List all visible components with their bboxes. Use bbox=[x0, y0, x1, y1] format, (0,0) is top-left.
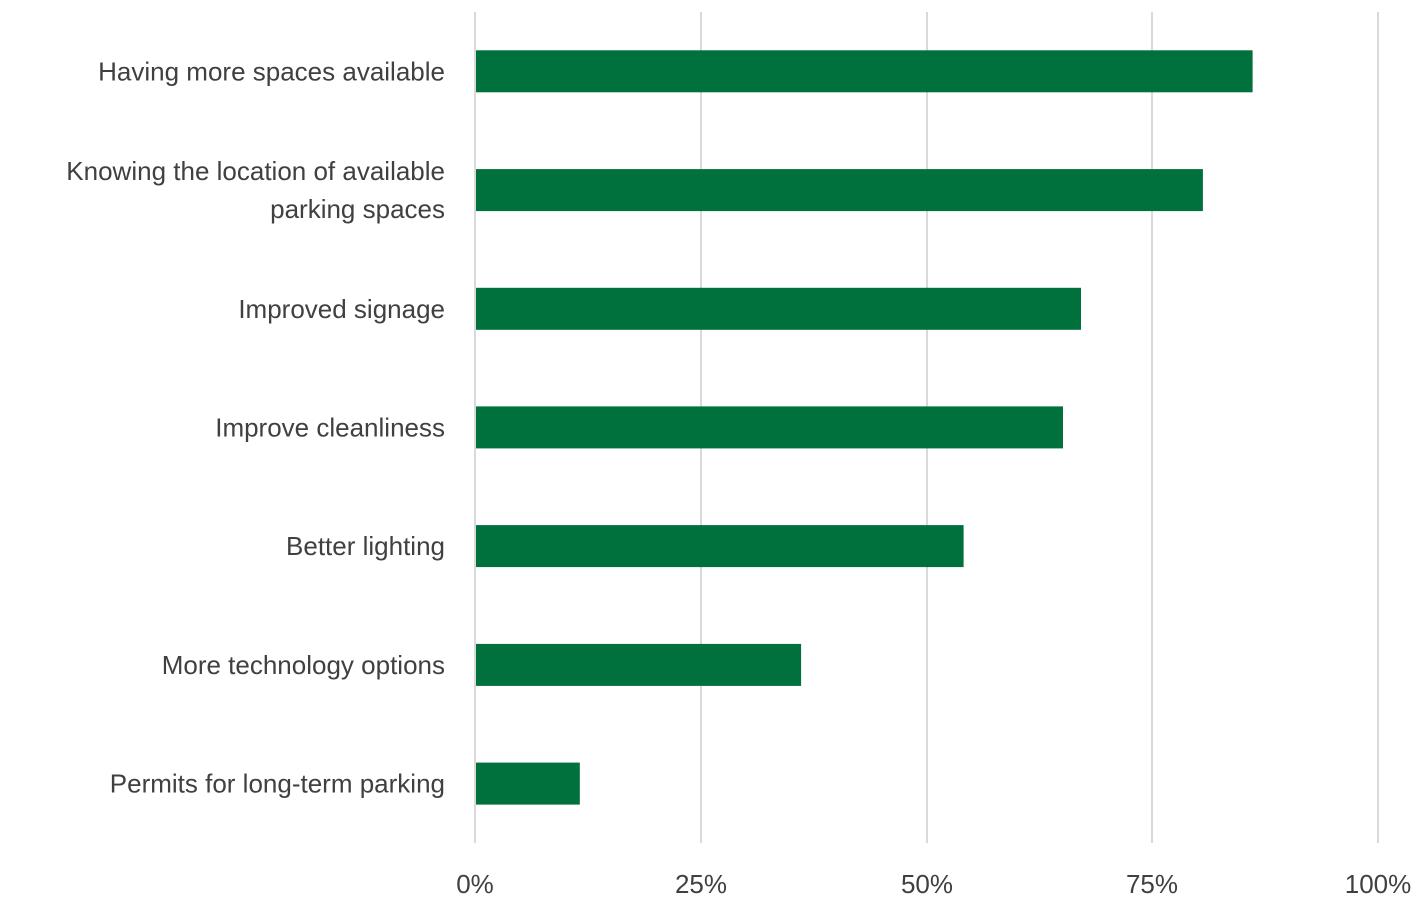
bar bbox=[476, 525, 964, 568]
category-labels: Having more spaces available Knowing the … bbox=[66, 56, 445, 798]
category-label-line: Better lighting bbox=[286, 531, 445, 561]
category-label: Improved signage bbox=[238, 294, 445, 324]
category-label: Improve cleanliness bbox=[215, 412, 445, 442]
x-tick-label: 75% bbox=[1126, 869, 1178, 897]
category-label: Better lighting bbox=[286, 531, 445, 561]
x-tick-label: 0% bbox=[456, 869, 494, 897]
bar bbox=[476, 406, 1063, 449]
category-label-line: Having more spaces available bbox=[98, 56, 445, 86]
category-label-line: Improve cleanliness bbox=[215, 412, 445, 442]
x-tick-label: 100% bbox=[1345, 869, 1412, 897]
x-tick-label: 25% bbox=[675, 869, 727, 897]
category-label: More technology options bbox=[162, 650, 445, 680]
category-label: Having more spaces available bbox=[98, 56, 445, 86]
category-label-line: Improved signage bbox=[238, 294, 445, 324]
category-label-line: Knowing the location of available bbox=[66, 156, 445, 186]
x-axis-tick-labels: 0% 25% 50% 75% 100% bbox=[456, 869, 1411, 897]
bar bbox=[476, 287, 1081, 330]
bar bbox=[476, 169, 1203, 212]
x-tick-label: 50% bbox=[901, 869, 953, 897]
category-label: Knowing the location of available parking… bbox=[66, 156, 445, 224]
category-label-line: Permits for long-term parking bbox=[110, 769, 445, 799]
category-label-line: parking spaces bbox=[270, 194, 445, 224]
category-label-line: More technology options bbox=[162, 650, 445, 680]
bar bbox=[476, 643, 802, 686]
bar bbox=[476, 762, 580, 805]
bar bbox=[476, 50, 1253, 93]
category-label: Permits for long-term parking bbox=[110, 769, 445, 799]
bars bbox=[476, 50, 1253, 805]
